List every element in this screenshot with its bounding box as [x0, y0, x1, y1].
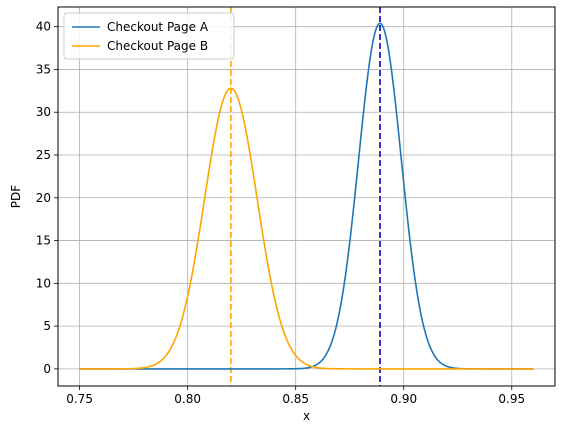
y-tick-label: 0	[43, 362, 51, 376]
y-tick-label: 35	[36, 62, 51, 76]
y-tick-label: 5	[43, 319, 51, 333]
x-tick-label: 0.75	[66, 392, 93, 406]
x-tick-label: 0.85	[282, 392, 309, 406]
reference-lines	[230, 7, 381, 386]
legend: Checkout Page A Checkout Page B	[63, 12, 235, 60]
x-tick-label: 0.90	[390, 392, 417, 406]
y-axis-ticks: 0 5 10 15 20 25 30 35 40	[36, 20, 58, 376]
legend-label: Checkout Page A	[107, 20, 209, 34]
y-tick-label: 40	[36, 20, 51, 34]
y-tick-label: 10	[36, 276, 51, 290]
y-tick-label: 20	[36, 191, 51, 205]
y-tick-label: 25	[36, 148, 51, 162]
series-line-b	[79, 87, 534, 370]
y-tick-label: 15	[36, 234, 51, 248]
x-axis-ticks: 0.75 0.80 0.85 0.90 0.95	[66, 386, 525, 406]
legend-label: Checkout Page B	[107, 39, 208, 53]
x-axis-label: x	[303, 409, 310, 423]
y-tick-label: 30	[36, 105, 51, 119]
plot-frame	[57, 6, 556, 387]
series-curves	[79, 22, 534, 370]
y-axis-label: PDF	[9, 185, 23, 208]
x-tick-label: 0.95	[498, 392, 525, 406]
legend-box	[63, 12, 235, 60]
x-tick-label: 0.80	[174, 392, 201, 406]
